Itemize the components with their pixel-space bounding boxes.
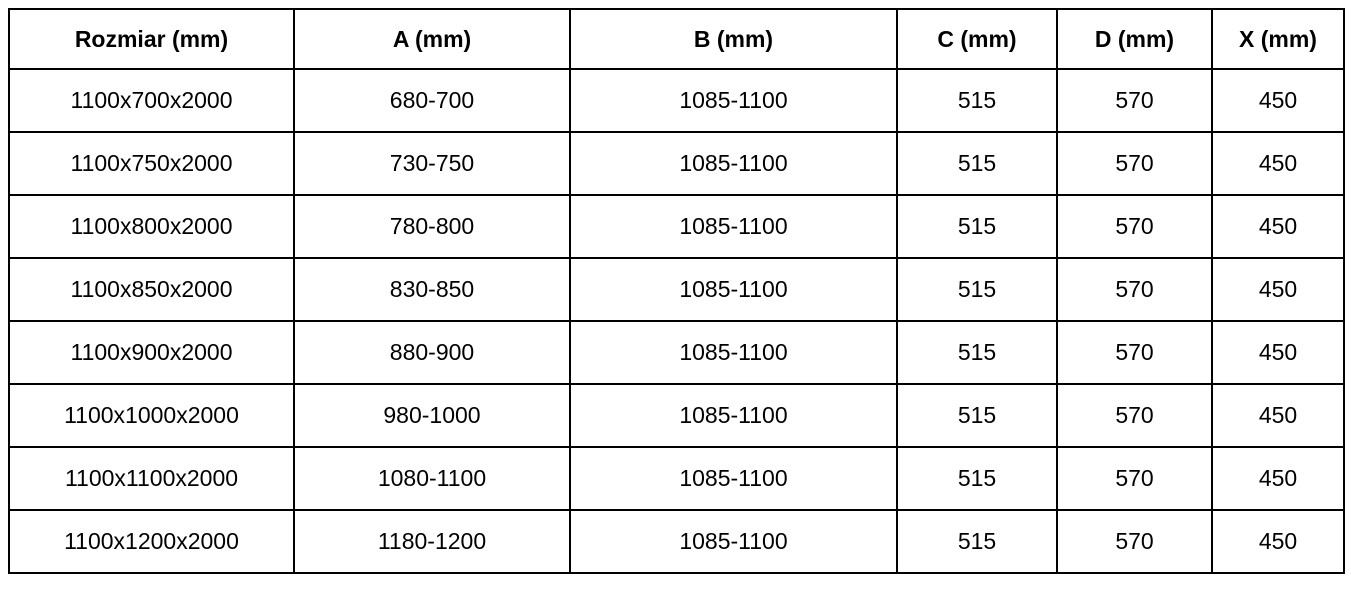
table-cell: 830-850	[293, 257, 571, 322]
table-cell: 450	[1211, 257, 1345, 322]
table-cell: 515	[896, 131, 1058, 196]
table-row: 1100x850x2000 830-850 1085-1100 515 570 450	[8, 257, 1345, 322]
table-row: 1100x1000x2000 980-1000 1085-1100 515 570 450	[8, 383, 1345, 448]
table-cell: 1080-1100	[293, 446, 571, 511]
table-cell: 880-900	[293, 320, 571, 385]
table-cell: 450	[1211, 320, 1345, 385]
table-cell: 1100x1100x2000	[8, 446, 295, 511]
table-cell: 1100x900x2000	[8, 320, 295, 385]
table-cell: 450	[1211, 446, 1345, 511]
table-cell: 450	[1211, 509, 1345, 574]
table-cell: 1100x1000x2000	[8, 383, 295, 448]
table-container: Rozmiar (mm) A (mm) B (mm) C (mm) D (mm) X (m…	[8, 8, 1345, 574]
table-cell: 1085-1100	[569, 131, 898, 196]
table-cell: 515	[896, 194, 1058, 259]
table-cell: 570	[1056, 446, 1213, 511]
table-cell: 1100x850x2000	[8, 257, 295, 322]
table-body: 1100x700x2000 680-700 1085-1100 515 570 450 11…	[8, 68, 1345, 574]
table-cell: 1100x1200x2000	[8, 509, 295, 574]
table-cell: 1100x750x2000	[8, 131, 295, 196]
column-header: D (mm)	[1056, 8, 1213, 70]
table-row: 1100x750x2000 730-750 1085-1100 515 570 450	[8, 131, 1345, 196]
table-header: Rozmiar (mm) A (mm) B (mm) C (mm) D (mm) X (m…	[8, 8, 1345, 70]
column-header: C (mm)	[896, 8, 1058, 70]
column-header: Rozmiar (mm)	[8, 8, 295, 70]
table-cell: 570	[1056, 320, 1213, 385]
table-cell: 680-700	[293, 68, 571, 133]
table-cell: 1100x700x2000	[8, 68, 295, 133]
table-cell: 515	[896, 257, 1058, 322]
table-cell: 515	[896, 446, 1058, 511]
table-cell: 1085-1100	[569, 446, 898, 511]
table-cell: 570	[1056, 509, 1213, 574]
table-cell: 780-800	[293, 194, 571, 259]
table-cell: 515	[896, 68, 1058, 133]
table-row: 1100x1200x2000 1180-1200 1085-1100 515 570 45…	[8, 509, 1345, 574]
table-cell: 1085-1100	[569, 509, 898, 574]
column-header: X (mm)	[1211, 8, 1345, 70]
column-header: A (mm)	[293, 8, 571, 70]
table-row: 1100x800x2000 780-800 1085-1100 515 570 450	[8, 194, 1345, 259]
table-cell: 570	[1056, 68, 1213, 133]
table-cell: 450	[1211, 68, 1345, 133]
table-cell: 450	[1211, 194, 1345, 259]
table-cell: 1085-1100	[569, 383, 898, 448]
table-cell: 515	[896, 383, 1058, 448]
table-cell: 570	[1056, 131, 1213, 196]
table-cell: 570	[1056, 257, 1213, 322]
table-cell: 1180-1200	[293, 509, 571, 574]
table-cell: 1100x800x2000	[8, 194, 295, 259]
table-cell: 980-1000	[293, 383, 571, 448]
table-cell: 570	[1056, 383, 1213, 448]
table-row: 1100x1100x2000 1080-1100 1085-1100 515 570 45…	[8, 446, 1345, 511]
table-cell: 1085-1100	[569, 68, 898, 133]
column-header: B (mm)	[569, 8, 898, 70]
table-row: 1100x900x2000 880-900 1085-1100 515 570 450	[8, 320, 1345, 385]
header-row: Rozmiar (mm) A (mm) B (mm) C (mm) D (mm) X (m…	[8, 8, 1345, 70]
table-cell: 570	[1056, 194, 1213, 259]
table-cell: 450	[1211, 383, 1345, 448]
table-cell: 1085-1100	[569, 194, 898, 259]
table-cell: 1085-1100	[569, 257, 898, 322]
table-cell: 515	[896, 509, 1058, 574]
table-cell: 450	[1211, 131, 1345, 196]
table-row: 1100x700x2000 680-700 1085-1100 515 570 450	[8, 68, 1345, 133]
table-cell: 730-750	[293, 131, 571, 196]
table-cell: 1085-1100	[569, 320, 898, 385]
table-cell: 515	[896, 320, 1058, 385]
size-spec-table: Rozmiar (mm) A (mm) B (mm) C (mm) D (mm) X (m…	[8, 8, 1345, 574]
